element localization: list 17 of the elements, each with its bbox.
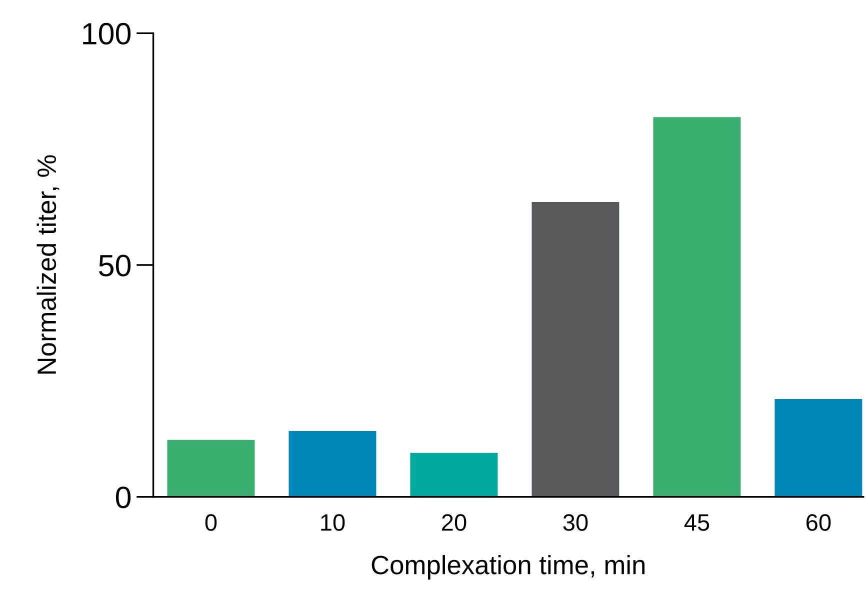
x-tick-label: 30 — [563, 514, 588, 531]
bar — [288, 431, 376, 497]
bar — [410, 452, 498, 497]
x-axis-title: Complexation time, min — [372, 554, 644, 580]
bar — [653, 117, 741, 497]
x-tick-label: 60 — [806, 514, 831, 531]
y-tick-label: 50 — [98, 254, 131, 276]
x-tick-label: 20 — [442, 514, 466, 531]
y-axis-title: Normalized titer, % — [36, 155, 60, 374]
y-tick-label: 0 — [116, 486, 131, 508]
x-tick-label: 0 — [205, 514, 217, 531]
y-tick-label: 100 — [83, 22, 131, 45]
bar — [774, 399, 862, 497]
x-tick-label: 45 — [684, 514, 710, 531]
bar — [167, 440, 255, 497]
x-tick-label: 10 — [321, 514, 345, 531]
bar — [532, 202, 620, 497]
